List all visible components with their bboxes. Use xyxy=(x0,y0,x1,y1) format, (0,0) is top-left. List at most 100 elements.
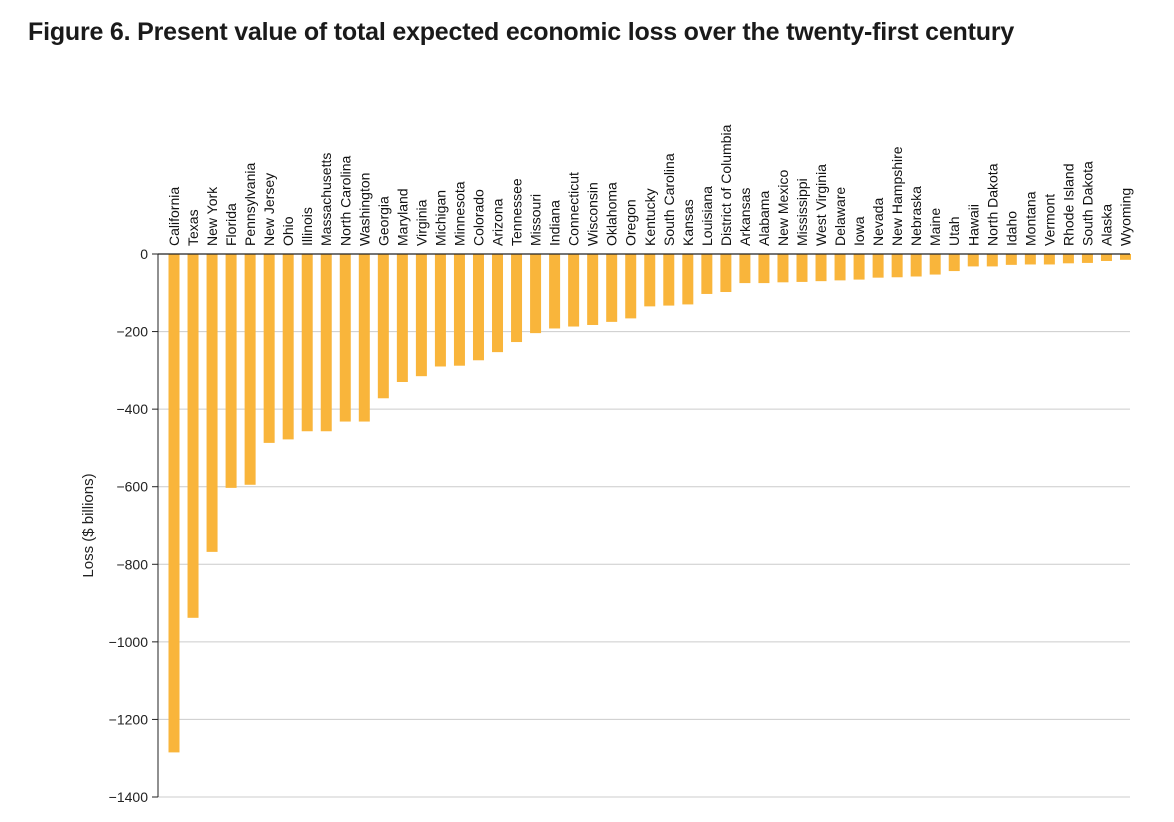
category-label: Idaho xyxy=(1003,211,1019,246)
category-label: Wyoming xyxy=(1118,188,1134,246)
bar xyxy=(396,254,408,382)
axes xyxy=(157,253,1130,797)
bar xyxy=(872,254,884,278)
bar xyxy=(1043,254,1055,265)
category-label: Minnesota xyxy=(451,181,467,246)
category-label: Georgia xyxy=(375,196,391,246)
bar xyxy=(1024,254,1036,265)
category-label: California xyxy=(166,187,182,246)
bar xyxy=(492,254,504,353)
category-label: South Dakota xyxy=(1079,161,1095,246)
y-tick-label: −1200 xyxy=(109,711,149,727)
y-axis-title: Loss ($ billions) xyxy=(80,473,97,577)
category-label: Kentucky xyxy=(642,188,658,246)
category-label: New Mexico xyxy=(775,170,791,246)
bar xyxy=(796,254,808,282)
category-label: Oregon xyxy=(623,199,639,246)
category-label: Nebraska xyxy=(908,186,924,246)
category-label: Illinois xyxy=(299,207,315,246)
y-tick-label: −800 xyxy=(116,556,148,572)
y-tick-label: −200 xyxy=(116,324,148,340)
category-label: Utah xyxy=(946,216,962,246)
category-label: District of Columbia xyxy=(718,124,734,246)
category-label: Kansas xyxy=(680,199,696,246)
category-labels: California Texas New York Florida Pennsylvan… xyxy=(166,124,1134,246)
bar xyxy=(282,254,294,440)
y-tick-label: −600 xyxy=(116,479,148,495)
bar xyxy=(472,254,484,361)
category-label: Louisiana xyxy=(699,186,715,246)
bar xyxy=(929,254,941,275)
bar xyxy=(1005,254,1017,265)
bar xyxy=(834,254,846,281)
category-label: Indiana xyxy=(547,200,563,246)
category-label: Washington xyxy=(356,173,372,246)
y-tick-label: −400 xyxy=(116,401,148,417)
bar xyxy=(358,254,370,422)
category-label: Nevada xyxy=(870,198,886,246)
category-label: Oklahoma xyxy=(604,182,620,246)
bar xyxy=(377,254,389,399)
bar xyxy=(739,254,751,284)
chart-title: Figure 6. Present value of total expecte… xyxy=(28,18,1015,46)
category-label: Michigan xyxy=(432,190,448,246)
y-tick-label: 0 xyxy=(140,246,148,262)
category-label: Arizona xyxy=(490,198,506,246)
bar xyxy=(587,254,599,325)
bar xyxy=(1081,254,1093,263)
category-label: Ohio xyxy=(280,216,296,246)
bar xyxy=(549,254,561,329)
bar xyxy=(777,254,789,283)
category-label: West Virginia xyxy=(813,164,829,246)
bar xyxy=(663,254,675,306)
bar xyxy=(339,254,351,422)
bar xyxy=(301,254,313,432)
gridlines xyxy=(158,331,1130,798)
category-label: Alaska xyxy=(1098,204,1114,246)
category-label: Rhode Island xyxy=(1060,163,1076,246)
bar xyxy=(986,254,998,267)
category-label: South Carolina xyxy=(661,153,677,246)
y-tick-label: −1000 xyxy=(109,634,149,650)
bar xyxy=(320,254,332,432)
category-label: Missouri xyxy=(528,194,544,246)
category-label: Mississippi xyxy=(794,178,810,246)
category-label: New Jersey xyxy=(261,173,277,246)
bar xyxy=(1062,254,1074,264)
category-label: Texas xyxy=(185,209,201,246)
category-label: Hawaii xyxy=(965,204,981,246)
bar xyxy=(606,254,618,322)
bar xyxy=(853,254,865,280)
bar xyxy=(206,254,218,552)
bar xyxy=(263,254,275,443)
category-label: North Carolina xyxy=(337,156,353,246)
bar xyxy=(568,254,580,327)
category-label: Virginia xyxy=(413,199,429,246)
bar xyxy=(701,254,713,294)
bar xyxy=(511,254,523,343)
bar xyxy=(244,254,256,485)
bar xyxy=(967,254,979,267)
bar xyxy=(682,254,694,305)
bar xyxy=(644,254,656,307)
category-label: Delaware xyxy=(832,187,848,246)
bar xyxy=(1120,254,1131,260)
bar xyxy=(625,254,637,319)
category-label: Pennsylvania xyxy=(242,163,258,246)
category-label: Florida xyxy=(223,203,239,246)
category-label: New York xyxy=(204,186,220,246)
category-label: New Hampshire xyxy=(889,146,905,246)
category-label: Connecticut xyxy=(566,172,582,246)
bar xyxy=(720,254,732,293)
category-label: Iowa xyxy=(851,216,867,246)
category-label: Maryland xyxy=(394,188,410,246)
bars xyxy=(168,254,1131,753)
bar xyxy=(168,254,180,753)
category-label: Arkansas xyxy=(737,188,753,246)
category-label: Massachusetts xyxy=(318,153,334,246)
category-label: Wisconsin xyxy=(585,182,601,246)
y-tick-labels: 0 −200 −400 −600 −800 −1000 −1200 −1400 xyxy=(109,246,158,805)
category-label: Maine xyxy=(927,208,943,246)
category-label: Colorado xyxy=(470,189,486,246)
bar xyxy=(187,254,199,618)
